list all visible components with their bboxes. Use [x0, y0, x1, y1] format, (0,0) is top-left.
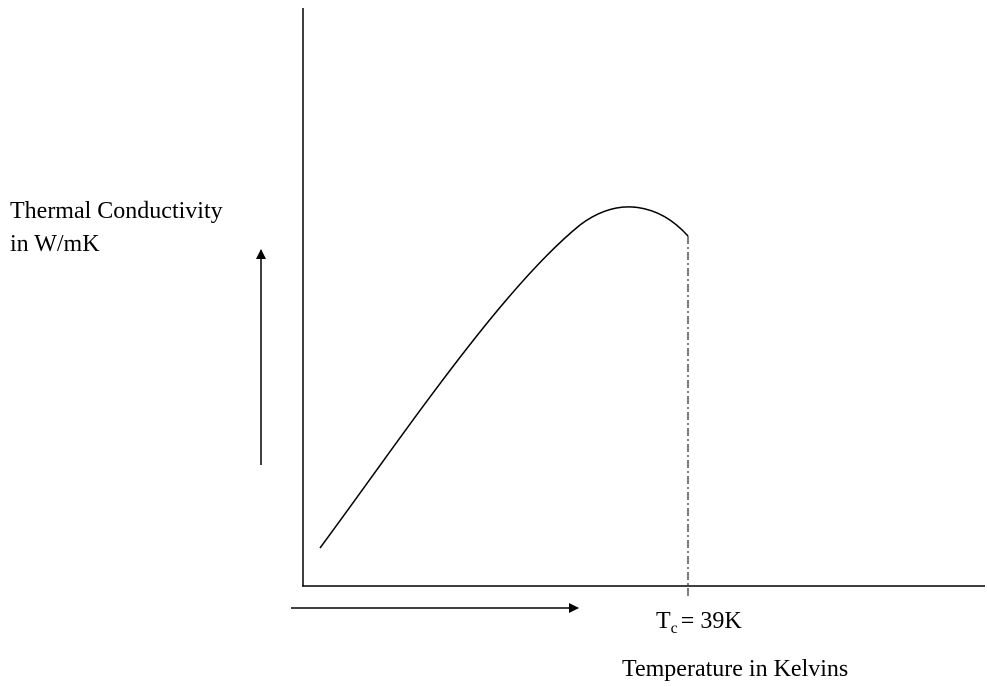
tc-symbol: T	[656, 608, 671, 634]
tc-subscript: c	[671, 620, 678, 637]
tc-value: = 39K	[681, 608, 743, 634]
x-label: Temperature in Kelvins	[622, 656, 848, 682]
tc-label: Tc = 39K	[656, 608, 742, 637]
y-label-line1: Thermal Conductivity	[10, 198, 223, 224]
conductivity-curve	[319, 206, 689, 549]
y-label-line2: in W/mK	[10, 231, 100, 257]
